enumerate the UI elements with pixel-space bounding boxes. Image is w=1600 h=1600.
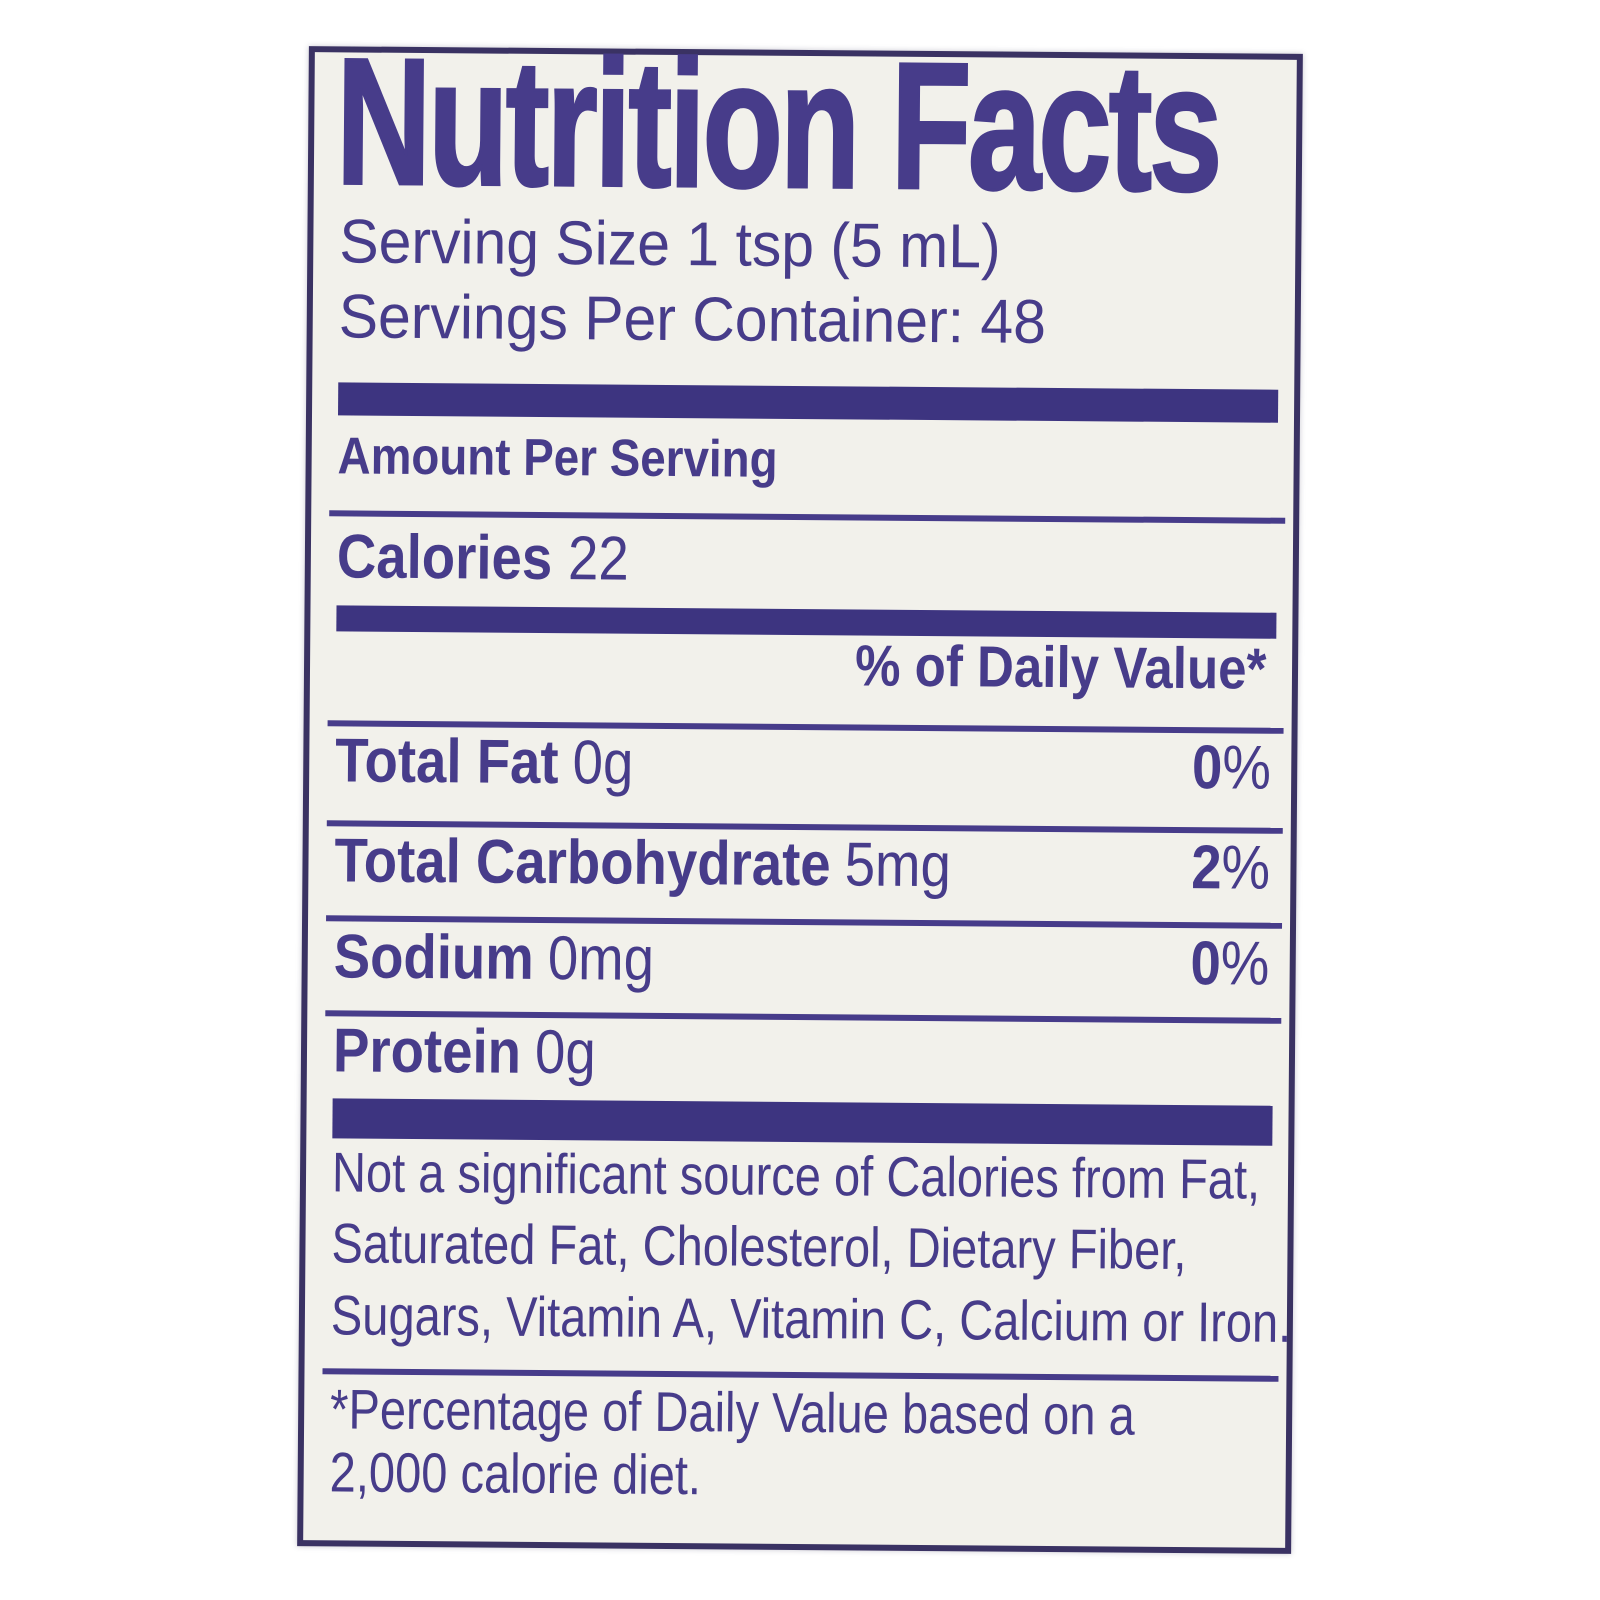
percent-sign: %: [1222, 733, 1272, 803]
footnote-line: 2,000 calorie diet.: [329, 1440, 702, 1507]
disclaimer-line: Not a significant source of Calories fro…: [331, 1140, 1261, 1211]
divider-bar-top: [338, 382, 1279, 423]
divider-line-1: [329, 510, 1286, 524]
divider-bar-calories: [336, 605, 1277, 639]
divider-bar-bottom: [332, 1098, 1273, 1146]
percent-sign: %: [1221, 833, 1271, 903]
nutrient-label: Sodium: [333, 922, 535, 993]
nutrition-facts-label: Nutrition Facts Serving Size 1 tsp (5 mL…: [297, 20, 1303, 1554]
label-title-text: Nutrition Facts: [334, 20, 1221, 230]
calories-value: 22: [567, 524, 630, 594]
calories-label: Calories: [336, 522, 553, 594]
nutrient-percent: 0: [1192, 733, 1224, 803]
nutrient-label: Total Fat: [335, 726, 559, 798]
nutrient-label: Protein: [332, 1016, 522, 1087]
daily-value-header: % of Daily Value*: [854, 633, 1267, 702]
nutrient-value: 0g: [572, 728, 634, 798]
nutrient-value: 5mg: [844, 830, 952, 901]
disclaimer-line: Sugars, Vitamin A, Vitamin C, Calcium or…: [330, 1283, 1292, 1354]
nutrient-row-total-carbohydrate: Total Carbohydrate 5mg 2%: [334, 826, 1271, 903]
nutrient-value: 0mg: [547, 924, 655, 994]
percent-sign: %: [1220, 929, 1270, 999]
nutrient-row-sodium: Sodium 0mg 0%: [333, 922, 1270, 999]
nutrient-row-protein: Protein 0g: [333, 1016, 1269, 1093]
calories-row: Calories 22: [337, 522, 669, 594]
amount-per-serving-header: Amount Per Serving: [337, 427, 778, 489]
nutrient-value: 0g: [534, 1017, 597, 1088]
nutrient-row-total-fat: Total Fat 0g 0%: [335, 726, 1272, 803]
servings-per-container-line: Servings Per Container: 48: [338, 282, 1047, 357]
serving-size-line: Serving Size 1 tsp (5 mL): [339, 207, 1001, 282]
footnote-line: *Percentage of Daily Value based on a: [329, 1377, 1136, 1447]
nutrient-label: Total Carbohydrate: [334, 826, 831, 900]
label-title: Nutrition Facts: [334, 20, 1547, 230]
disclaimer-line: Saturated Fat, Cholesterol, Dietary Fibe…: [331, 1211, 1187, 1282]
nutrient-percent: 0: [1190, 929, 1222, 999]
nutrient-percent: 2: [1191, 833, 1223, 903]
